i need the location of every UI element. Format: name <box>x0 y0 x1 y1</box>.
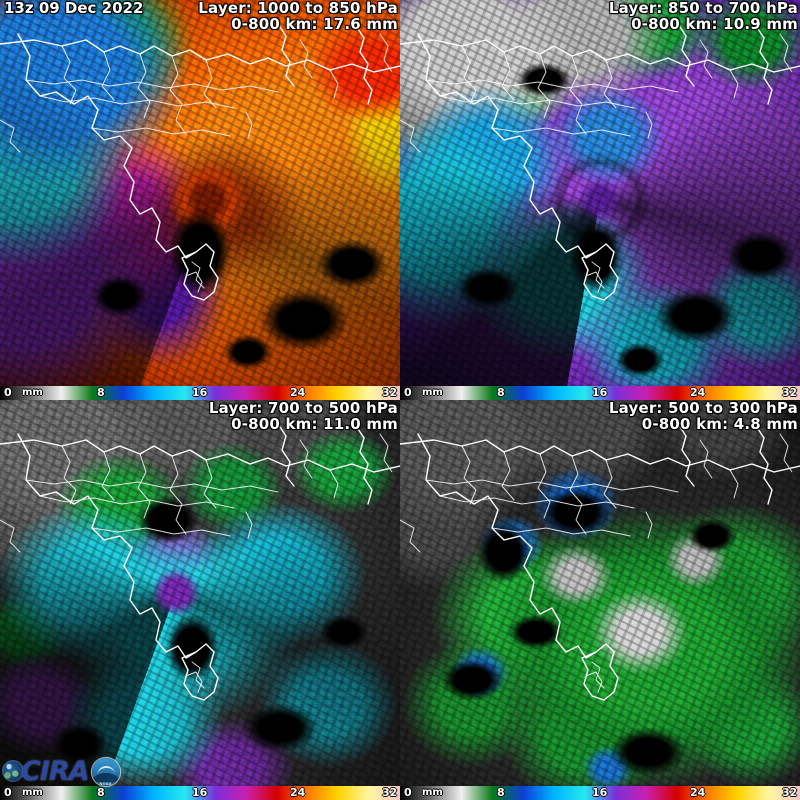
panel-1000-850: 13z 09 Dec 2022 Layer: 1000 to 850 hPa 0… <box>0 0 400 400</box>
satellite-raster-500-300 <box>400 400 800 800</box>
panel-header-850-700: Layer: 850 to 700 hPa 0-800 km: 10.9 mm <box>609 0 798 32</box>
colorbar-tick-8: 8 <box>497 386 505 399</box>
colorbar-tick-8: 8 <box>97 386 105 399</box>
colorbar-ticks: 0 mm 8 16 24 32 <box>0 386 400 400</box>
value-label: 0-800 km: 17.6 mm <box>231 15 398 33</box>
colorbar-tick-24: 24 <box>690 786 706 799</box>
wave-shape <box>91 773 120 782</box>
cira-wordmark: CIRA <box>21 755 90 787</box>
colorbar-gradient <box>400 386 800 400</box>
colorbar-tick-32: 32 <box>782 786 798 799</box>
colorbar-tick-16: 16 <box>592 386 608 399</box>
value-label: 0-800 km: 10.9 mm <box>631 15 798 33</box>
colorbar-tick-32: 32 <box>782 386 798 399</box>
colorbar-1000-850: 0 mm 8 16 24 32 <box>0 386 400 400</box>
colorbar-gradient <box>400 786 800 800</box>
satellite-raster-850-700 <box>400 0 800 400</box>
cira-logo: CIRA <box>2 755 90 787</box>
colorbar-700-500: 0 mm 8 16 24 32 <box>0 786 400 800</box>
colorbar-ticks: 0 mm 8 16 24 32 <box>400 786 800 800</box>
coastline-overlay <box>0 0 400 400</box>
coastline-overlay <box>400 0 800 400</box>
colorbar-tick-0: 0 <box>4 786 12 799</box>
value-label: 0-800 km: 4.8 mm <box>641 415 798 433</box>
colorbar-unit: mm <box>422 387 443 398</box>
colorbar-tick-24: 24 <box>290 786 306 799</box>
panel-header-500-300: Layer: 500 to 300 hPa 0-800 km: 4.8 mm <box>609 400 798 432</box>
noaa-logo-icon: NOAA <box>91 758 120 786</box>
layer-label: Layer: 850 to 700 hPa <box>608 0 798 17</box>
logo-group: CIRA NOAA <box>2 756 120 786</box>
colorbar-tick-0: 0 <box>404 386 412 399</box>
panel-header-700-500: Layer: 700 to 500 hPa 0-800 km: 11.0 mm <box>209 400 398 432</box>
colorbar-ticks: 0 mm 8 16 24 32 <box>0 786 400 800</box>
colorbar-tick-32: 32 <box>382 386 398 399</box>
colorbar-unit: mm <box>422 787 443 798</box>
colorbar-tick-24: 24 <box>290 386 306 399</box>
colorbar-500-300: 0 mm 8 16 24 32 <box>400 786 800 800</box>
layer-label: Layer: 700 to 500 hPa <box>208 400 398 417</box>
timestamp-label: 13z 09 Dec 2022 <box>4 0 144 17</box>
coastline-overlay <box>400 400 800 800</box>
colorbar-gradient <box>0 386 400 400</box>
coastline-overlay <box>0 400 400 800</box>
colorbar-unit: mm <box>22 387 43 398</box>
layer-label: Layer: 1000 to 850 hPa <box>198 0 398 17</box>
layer-label: Layer: 500 to 300 hPa <box>608 400 798 417</box>
colorbar-tick-0: 0 <box>4 386 12 399</box>
colorbar-tick-32: 32 <box>382 786 398 799</box>
colorbar-tick-8: 8 <box>497 786 505 799</box>
satellite-raster-700-500 <box>0 400 400 800</box>
satellite-raster-1000-850 <box>0 0 400 400</box>
panel-700-500: Layer: 700 to 500 hPa 0-800 km: 11.0 mm … <box>0 400 400 800</box>
noaa-wordmark: NOAA <box>99 782 112 786</box>
globe-icon <box>2 760 24 782</box>
colorbar-gradient <box>0 786 400 800</box>
colorbar-tick-8: 8 <box>97 786 105 799</box>
colorbar-850-700: 0 mm 8 16 24 32 <box>400 386 800 400</box>
colorbar-ticks: 0 mm 8 16 24 32 <box>400 386 800 400</box>
colorbar-unit: mm <box>22 787 43 798</box>
panel-850-700: Layer: 850 to 700 hPa 0-800 km: 10.9 mm … <box>400 0 800 400</box>
value-label: 0-800 km: 11.0 mm <box>231 415 398 433</box>
panel-500-300: Layer: 500 to 300 hPa 0-800 km: 4.8 mm 0… <box>400 400 800 800</box>
colorbar-tick-16: 16 <box>192 386 208 399</box>
colorbar-tick-16: 16 <box>592 786 608 799</box>
colorbar-tick-16: 16 <box>192 786 208 799</box>
panel-header-1000-850: Layer: 1000 to 850 hPa 0-800 km: 17.6 mm <box>198 0 398 32</box>
colorbar-tick-0: 0 <box>404 786 412 799</box>
colorbar-tick-24: 24 <box>690 386 706 399</box>
